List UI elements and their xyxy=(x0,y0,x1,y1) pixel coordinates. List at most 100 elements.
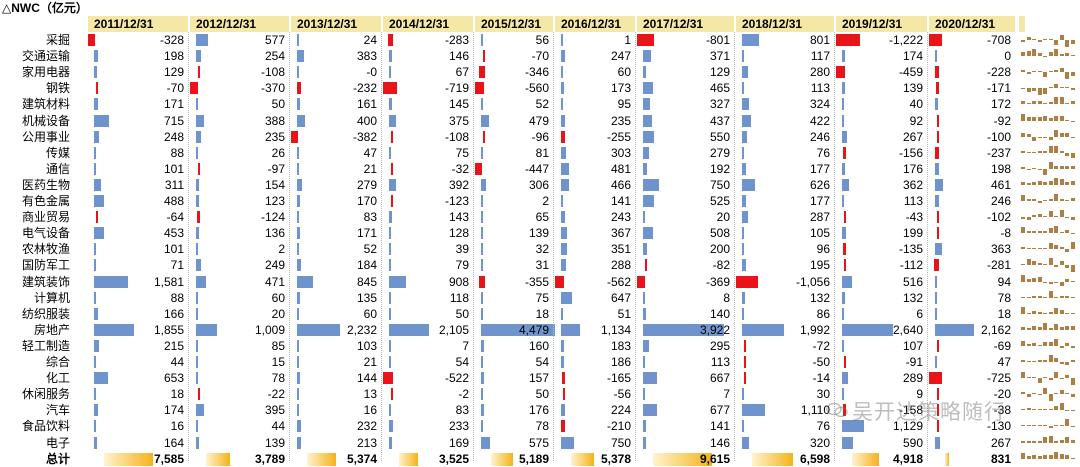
data-cell: 78 xyxy=(475,418,551,434)
data-cell: 26 xyxy=(190,145,287,161)
row-label: 纺织服装 xyxy=(21,306,70,321)
sparkline-bar xyxy=(1054,338,1058,346)
cell-value: 146 xyxy=(709,435,730,450)
cell-value: 362 xyxy=(902,177,923,192)
cell-value: 135 xyxy=(356,290,377,305)
positive-bar xyxy=(94,307,98,320)
data-cell: 383 xyxy=(291,48,379,64)
sparkline-bar xyxy=(1043,88,1047,94)
negative-bar xyxy=(561,420,565,433)
data-cell: 362 xyxy=(836,177,925,193)
sparkline-bar xyxy=(1070,180,1075,185)
cell-value: 351 xyxy=(610,242,631,257)
sparkline-bar xyxy=(1032,277,1036,282)
column-divider xyxy=(289,32,290,461)
cell-value: 103 xyxy=(356,338,377,353)
data-cell: 233 xyxy=(383,418,471,434)
data-cell: -100 xyxy=(929,129,1013,145)
negative-bar xyxy=(933,259,939,272)
sparkline-bar xyxy=(1032,230,1036,234)
positive-bar xyxy=(297,34,299,46)
positive-bar xyxy=(742,404,766,417)
sparkline-bar xyxy=(1026,296,1031,298)
cell-value: -20 xyxy=(993,387,1011,402)
data-cell: -123 xyxy=(383,193,471,209)
data-cell: 117 xyxy=(736,48,832,64)
negative-bar xyxy=(935,82,939,95)
total-bar xyxy=(206,452,231,466)
cell-value: 174 xyxy=(163,403,184,418)
sparkline-bar xyxy=(1054,323,1058,330)
sparkline-bar xyxy=(1054,83,1058,89)
data-cell: -70 xyxy=(475,48,551,64)
row-label: 传媒 xyxy=(45,145,70,160)
sparkline-bar xyxy=(1059,179,1064,185)
positive-bar xyxy=(561,243,567,256)
positive-bar xyxy=(742,323,784,336)
data-cell: -522 xyxy=(383,370,471,386)
data-cell: 395 xyxy=(190,402,287,418)
negative-bar xyxy=(843,243,846,256)
sparkline-bar xyxy=(1021,247,1025,250)
sparkline-bar xyxy=(1054,371,1058,379)
positive-bar xyxy=(297,356,299,368)
cell-value: 488 xyxy=(163,194,184,208)
cell-value: -447 xyxy=(524,161,549,176)
data-cell: 44 xyxy=(88,354,186,370)
positive-bar xyxy=(561,259,566,272)
cell-value: 52 xyxy=(363,242,377,257)
data-cell: 118 xyxy=(383,290,471,306)
data-cell: 247 xyxy=(555,48,633,64)
data-cell: 267 xyxy=(929,435,1013,451)
sparkline-bar xyxy=(1059,247,1064,250)
positive-bar xyxy=(842,291,845,304)
sparkline-bar xyxy=(1048,39,1053,40)
sparkline-bar xyxy=(1043,264,1047,266)
data-cell: 626 xyxy=(736,177,832,193)
positive-bar xyxy=(297,146,299,159)
cell-value: -96 xyxy=(531,129,549,144)
column-header: 2015/12/31 xyxy=(475,16,553,32)
cell-value: 195 xyxy=(809,258,830,273)
column-divider xyxy=(734,32,735,461)
negative-bar xyxy=(383,372,393,385)
sparkline-bar xyxy=(1032,215,1036,218)
sparkline-bar xyxy=(1054,177,1058,185)
data-cell: -171 xyxy=(929,80,1013,96)
positive-bar xyxy=(389,50,392,63)
positive-bar xyxy=(196,130,201,143)
data-cell: 6 xyxy=(836,306,925,322)
data-cell: 5,189 xyxy=(475,451,551,467)
data-cell: 79 xyxy=(383,257,471,273)
cell-value: 327 xyxy=(709,97,730,112)
data-cell: 174 xyxy=(88,402,186,418)
column-header: 2011/12/31 xyxy=(88,16,188,32)
cell-value: -156 xyxy=(898,145,923,160)
positive-bar xyxy=(481,178,487,191)
row-label: 建筑装饰 xyxy=(21,274,70,289)
sparkline-bar xyxy=(1021,226,1025,234)
positive-bar xyxy=(561,146,567,159)
sparkline-bar xyxy=(1037,409,1042,411)
data-cell: 1,581 xyxy=(88,274,186,290)
negative-bar xyxy=(197,211,200,224)
sparkline-bar xyxy=(1070,233,1075,235)
positive-bar xyxy=(481,146,483,159)
cell-value: -32 xyxy=(451,161,469,176)
cell-value: 128 xyxy=(448,226,469,241)
sparkline-bar xyxy=(1037,88,1042,96)
data-cell: 5,378 xyxy=(555,451,633,467)
sparkline-bar xyxy=(1065,217,1069,219)
cell-value: -165 xyxy=(606,371,631,386)
cell-value: 177 xyxy=(809,161,830,176)
sparkline-bar xyxy=(1065,312,1069,314)
sparkline-bar xyxy=(1021,182,1025,185)
total-bar xyxy=(491,452,513,466)
row-label: 公用事业 xyxy=(21,129,70,144)
cell-value: 235 xyxy=(610,113,631,128)
data-cell: -64 xyxy=(88,209,186,225)
sparkline-bar xyxy=(1054,146,1058,153)
sparkline-bar xyxy=(1026,343,1031,346)
sparkline-bar xyxy=(1021,194,1025,201)
sparkline-bar xyxy=(1026,361,1031,362)
